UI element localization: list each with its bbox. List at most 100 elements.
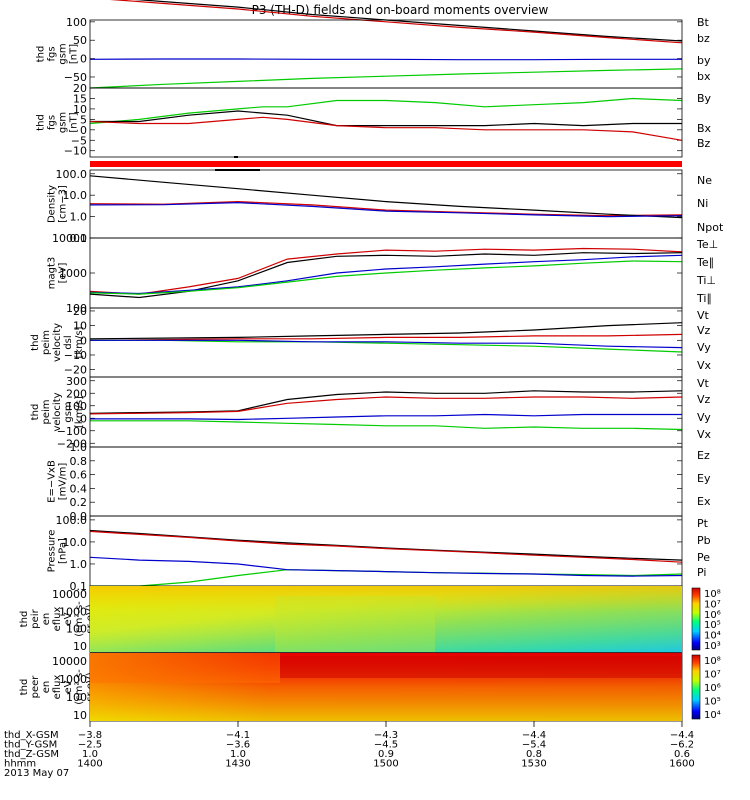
ytick-label: −5 (71, 134, 87, 147)
xaxis-row-label: thd_Y-GSM (4, 740, 57, 751)
series-line-Ti∥ (89, 260, 683, 295)
figure-title: P3 (TH-D) fields and on-board moments ov… (252, 3, 549, 17)
ytick-label: 100 (66, 302, 87, 315)
ytick-label: 0 (80, 412, 87, 425)
xaxis-value: 0.6 (674, 749, 690, 760)
series-line-Npot (89, 201, 683, 218)
xaxis-value: −4.4 (670, 730, 694, 741)
series-line-Bz (89, 116, 683, 141)
legend-Vt: Vt (697, 309, 710, 322)
panel-efield: 1.00.80.60.40.20.0 E=−VxB [mV/m] Ez Ey Ex (47, 441, 711, 523)
legend-Te⊥: Te⊥ (696, 238, 718, 251)
ytick-label: 1.0 (70, 441, 88, 454)
ylabel-line: fgs (47, 46, 58, 61)
colorbar-tick-label: 10³ (704, 641, 721, 652)
xaxis-value: 1500 (373, 759, 398, 770)
series-line-by (89, 68, 683, 89)
ylabel-line: thd (30, 334, 41, 351)
ylabel-line: peer (30, 675, 41, 699)
legend-bz: bz (697, 32, 710, 45)
series-line-Vz (89, 396, 683, 415)
legend-Te∥: Te∥ (696, 256, 714, 269)
ylabel-line: (cm²-s- (74, 601, 85, 637)
series-line-Pb (89, 530, 683, 563)
ylabel-line: [km/s] (74, 396, 85, 428)
colorbar-tick-label: 10⁵ (704, 697, 721, 708)
ytick-label: 100 (66, 16, 87, 29)
xaxis-value: 1430 (225, 759, 250, 770)
colorbar-peir (691, 587, 701, 651)
ytick-label: 0.8 (70, 455, 88, 468)
legend-Vy: Vy (697, 411, 711, 424)
xaxis-row-label: thd_X-GSM (4, 730, 59, 741)
xaxis-value: 0.9 (378, 749, 394, 760)
colorbar-tick-label: 10⁴ (704, 710, 721, 721)
legend-Ni: Ni (697, 197, 708, 210)
ytick-label: 0.1 (70, 232, 88, 245)
xaxis-row-label: hhmm (4, 759, 36, 770)
ylabel-line: magt3 (47, 257, 58, 290)
ytick-label: 15 (73, 92, 87, 105)
xaxis-value: 1530 (521, 759, 546, 770)
ytick-label: 1000 (59, 267, 87, 280)
ytick-label: 0 (80, 124, 87, 137)
legend-Bt: Bt (697, 16, 710, 29)
legend-Ez: Ez (697, 449, 710, 462)
colorbar-tick-label: 10⁸ (704, 656, 721, 667)
ylabel-line: velocity (52, 323, 63, 362)
ytick-label: 50 (73, 34, 87, 47)
legend-Ti⊥: Ti⊥ (696, 274, 716, 287)
series-line-Pi (89, 556, 683, 577)
ytick-label: −50 (64, 71, 87, 84)
ylabel-line: [eV] (58, 263, 69, 284)
xaxis-value: −4.3 (374, 730, 398, 741)
ylabel-line: thd (19, 611, 30, 628)
colorbar-tick-label: 10⁵ (704, 620, 721, 631)
ytick-label: 5 (80, 113, 87, 126)
ylabel-line: en (41, 681, 52, 694)
xaxis-value: −3.8 (78, 730, 102, 741)
ytick-label: 10000 (52, 655, 87, 668)
panel-pressure: 100.0 10.0 1.0 0.1 Pressure [nPa] Pt Pb Pe Pi (47, 514, 711, 593)
ytick-label: 0.2 (70, 496, 88, 509)
legend-Vx: Vx (697, 428, 712, 441)
ytick-label: 1000 (59, 673, 87, 686)
ytick-label: 0.0 (70, 510, 88, 523)
ytick-label: 1000 (59, 605, 87, 618)
legend-Pi: Pi (697, 566, 706, 579)
ytick-label: 1.0 (70, 211, 88, 224)
ylabel-line: [cm−3] (58, 185, 69, 223)
ylabel-line: [nPa] (58, 538, 69, 564)
ylabel-line: en (41, 613, 52, 626)
colorbar-tick-label: 10⁷ (704, 599, 721, 610)
ytick-label: 10 (73, 103, 87, 116)
ytick-label: 10 (73, 640, 87, 653)
ylabel-line: eflux (52, 675, 63, 700)
black-flag-mark (234, 156, 238, 158)
legend-Vy: Vy (697, 341, 711, 354)
xaxis-value: 0.8 (526, 749, 542, 760)
legend-By: By (697, 92, 712, 105)
colorbar-tick-label: 10⁴ (704, 631, 721, 642)
ytick-label: 10000 (52, 588, 87, 601)
series-line-Vt (89, 390, 683, 414)
panel-density: 100.0 10.0 1.0 0.1 Density [cm−3] Ne Ni Npot (47, 168, 724, 245)
ytick-label: 100 (66, 400, 87, 413)
ytick-label: 0.4 (70, 482, 88, 495)
legend-Pt: Pt (697, 517, 709, 530)
legend-Vx: Vx (697, 359, 712, 372)
xaxis-value: 1.0 (230, 749, 246, 760)
legend-Vz: Vz (697, 393, 711, 406)
ylabel-line: [mV/m] (58, 463, 69, 501)
legend-Ex: Ex (697, 495, 711, 508)
xaxis-value: −4.1 (226, 730, 250, 741)
date-label: 2013 May 07 (4, 768, 69, 779)
ylabel-line: E=−VxB (47, 460, 58, 503)
ytick-label: 0 (80, 334, 87, 347)
xaxis-value: 1.0 (82, 749, 98, 760)
ytick-label: 0.1 (70, 580, 88, 593)
xaxis-value: 1400 (77, 759, 102, 770)
panel-moments_temp: 10000 1000 100 magt3 [eV] Te⊥ Te∥ Ti⊥ Ti∥ (47, 232, 719, 315)
peer-spectrogram (90, 653, 682, 721)
